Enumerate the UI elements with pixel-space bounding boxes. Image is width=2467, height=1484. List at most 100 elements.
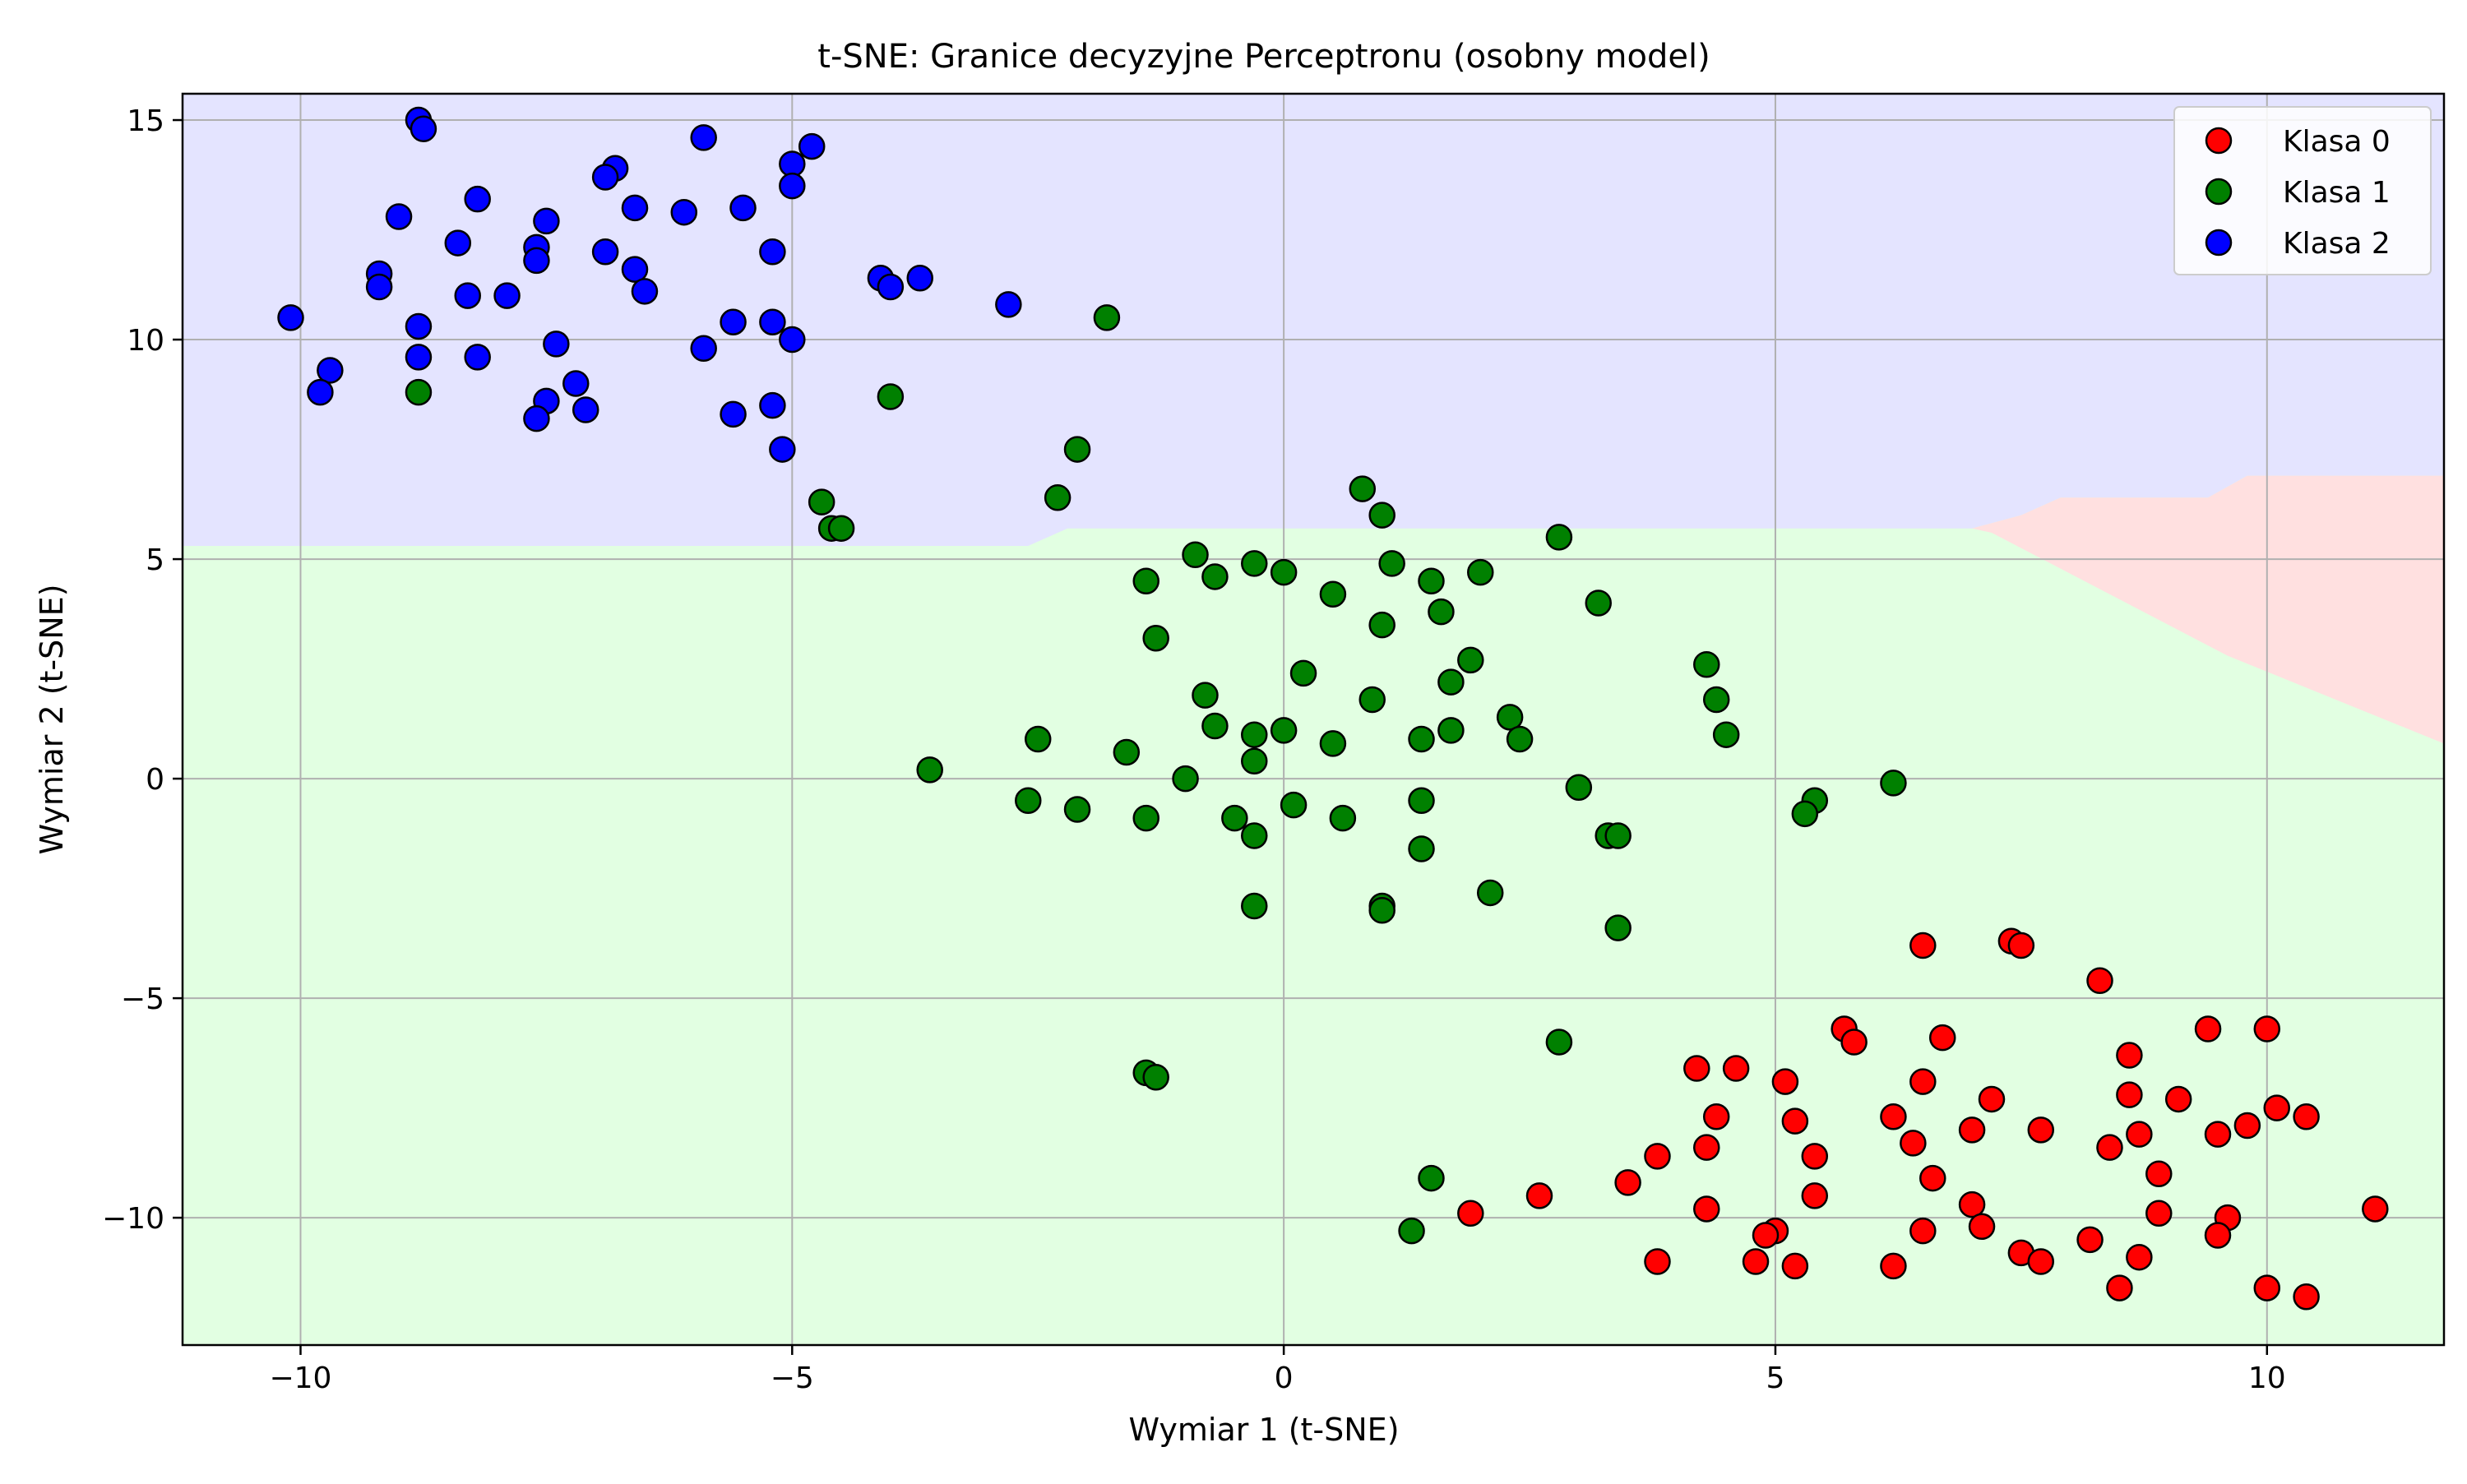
data-point-class-1 bbox=[1693, 650, 1720, 678]
data-point-class-1 bbox=[1349, 475, 1377, 502]
data-point-class-1 bbox=[1241, 747, 1268, 774]
data-point-class-1 bbox=[1113, 738, 1141, 766]
data-point-class-0 bbox=[1644, 1143, 1671, 1170]
data-point-class-0 bbox=[1801, 1143, 1829, 1170]
data-point-class-2 bbox=[464, 185, 491, 213]
data-point-class-0 bbox=[1525, 1182, 1553, 1209]
chart-title: t-SNE: Granice decyzyjne Perceptronu (os… bbox=[817, 38, 1710, 76]
data-point-class-1 bbox=[1398, 1217, 1425, 1245]
data-point-class-2 bbox=[562, 370, 590, 397]
data-point-class-1 bbox=[1368, 502, 1395, 529]
data-point-class-2 bbox=[877, 273, 905, 301]
data-point-class-2 bbox=[779, 172, 806, 200]
data-point-class-0 bbox=[2293, 1283, 2320, 1311]
y-tick-label: 0 bbox=[146, 763, 164, 797]
data-point-class-1 bbox=[1565, 774, 1593, 802]
data-point-class-1 bbox=[1378, 550, 1405, 577]
data-point-class-0 bbox=[1781, 1107, 1809, 1135]
data-point-class-0 bbox=[2293, 1103, 2320, 1130]
data-point-class-0 bbox=[2027, 1116, 2055, 1144]
legend-box bbox=[2173, 106, 2432, 275]
x-tick-label: 0 bbox=[1275, 1361, 1294, 1395]
data-point-class-0 bbox=[1801, 1182, 1829, 1209]
data-point-class-1 bbox=[1880, 770, 1907, 797]
data-point-class-0 bbox=[1958, 1116, 1986, 1144]
data-point-class-0 bbox=[1781, 1252, 1809, 1280]
x-tick-label: 10 bbox=[2248, 1361, 2286, 1395]
data-point-class-0 bbox=[1900, 1130, 1927, 1157]
data-point-class-2 bbox=[759, 238, 786, 266]
data-point-class-2 bbox=[523, 247, 550, 275]
data-point-class-1 bbox=[1142, 1063, 1169, 1091]
data-point-class-0 bbox=[1909, 1068, 1937, 1095]
data-point-class-1 bbox=[1221, 804, 1248, 832]
data-point-class-1 bbox=[1585, 589, 1612, 617]
data-point-class-0 bbox=[2096, 1134, 2123, 1161]
legend-marker-class-1 bbox=[2205, 178, 2233, 206]
data-point-class-0 bbox=[1683, 1055, 1710, 1082]
data-point-class-1 bbox=[1545, 524, 1573, 551]
data-point-class-1 bbox=[1604, 914, 1632, 941]
data-point-class-1 bbox=[1791, 800, 1819, 828]
data-point-class-1 bbox=[1093, 304, 1121, 331]
data-point-class-2 bbox=[769, 436, 796, 463]
data-point-class-0 bbox=[2145, 1200, 2173, 1227]
data-point-class-1 bbox=[1270, 717, 1298, 744]
data-point-class-2 bbox=[720, 400, 747, 428]
data-point-class-1 bbox=[405, 378, 433, 406]
data-point-class-2 bbox=[690, 124, 717, 151]
data-point-class-0 bbox=[1457, 1200, 1484, 1227]
data-point-class-2 bbox=[410, 115, 437, 142]
data-point-class-0 bbox=[2263, 1094, 2290, 1121]
data-point-class-0 bbox=[2116, 1042, 2143, 1069]
data-point-class-1 bbox=[1280, 791, 1308, 819]
data-point-class-1 bbox=[1241, 822, 1268, 849]
data-point-class-2 bbox=[779, 326, 806, 354]
data-point-class-0 bbox=[2164, 1085, 2192, 1113]
data-point-class-1 bbox=[1182, 541, 1209, 568]
data-point-class-1 bbox=[1437, 668, 1465, 696]
data-point-class-1 bbox=[1024, 725, 1052, 753]
data-point-class-2 bbox=[670, 198, 698, 226]
data-point-class-2 bbox=[759, 391, 786, 419]
data-point-class-2 bbox=[454, 282, 481, 309]
data-point-class-1 bbox=[1545, 1029, 1573, 1056]
data-point-class-2 bbox=[493, 282, 521, 309]
data-point-class-1 bbox=[1289, 659, 1317, 687]
data-point-class-0 bbox=[1840, 1029, 1868, 1056]
data-point-class-2 bbox=[591, 238, 619, 266]
data-point-class-2 bbox=[906, 265, 933, 292]
y-tick-label: 10 bbox=[127, 324, 164, 358]
data-point-class-1 bbox=[1142, 624, 1169, 652]
data-point-class-0 bbox=[2076, 1226, 2104, 1254]
data-point-class-0 bbox=[2194, 1015, 2222, 1042]
data-point-class-0 bbox=[2027, 1248, 2055, 1275]
legend-label-class-1: Klasa 1 bbox=[2283, 176, 2391, 210]
plot-frame bbox=[181, 92, 2446, 1347]
data-point-class-0 bbox=[1958, 1190, 1986, 1218]
data-point-class-1 bbox=[1201, 712, 1229, 740]
data-point-class-0 bbox=[1771, 1068, 1799, 1095]
legend-label-class-0: Klasa 0 bbox=[2283, 125, 2391, 159]
data-point-class-0 bbox=[2253, 1015, 2281, 1042]
data-point-class-0 bbox=[2362, 1195, 2389, 1223]
data-point-class-1 bbox=[1418, 567, 1445, 595]
data-point-class-2 bbox=[729, 194, 757, 222]
data-point-class-1 bbox=[1467, 558, 1494, 586]
y-tick-label: 15 bbox=[127, 104, 164, 138]
data-point-class-1 bbox=[1408, 835, 1435, 862]
data-point-class-0 bbox=[2126, 1121, 2153, 1148]
y-tick-label: 5 bbox=[146, 543, 164, 577]
data-point-class-0 bbox=[1909, 932, 1937, 959]
x-axis-label: Wymiar 1 (t-SNE) bbox=[1128, 1412, 1399, 1448]
data-point-class-2 bbox=[307, 378, 334, 406]
data-point-class-1 bbox=[1270, 558, 1298, 586]
data-point-class-0 bbox=[1693, 1195, 1720, 1223]
data-point-class-0 bbox=[1978, 1085, 2006, 1113]
data-point-class-1 bbox=[1457, 646, 1484, 674]
data-point-class-1 bbox=[1408, 787, 1435, 815]
data-point-class-2 bbox=[591, 164, 619, 191]
data-point-class-2 bbox=[631, 278, 659, 305]
data-point-class-1 bbox=[1132, 567, 1159, 595]
data-point-class-2 bbox=[720, 308, 747, 335]
